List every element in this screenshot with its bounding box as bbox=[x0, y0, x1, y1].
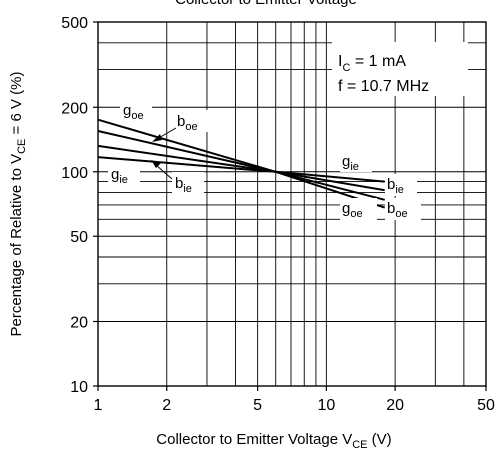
svg-text:gie: gie bbox=[342, 153, 359, 173]
x-tick-label: 5 bbox=[253, 397, 262, 414]
series-label-sub: oe bbox=[185, 121, 197, 133]
chart-title: Collector to Emitter Voltage bbox=[175, 0, 357, 8]
series-label: b bbox=[387, 200, 395, 217]
svg-text:goe: goe bbox=[342, 200, 363, 220]
series-label-boe-right: boe bbox=[385, 198, 421, 220]
label-background bbox=[385, 174, 417, 196]
condition-ic: IC = 1 mA bbox=[338, 53, 406, 74]
x-tick-label: 10 bbox=[317, 397, 335, 414]
x-axis-label: Collector to Emitter Voltage VCE (V) bbox=[156, 431, 391, 449]
series-label-sub: ie bbox=[350, 161, 359, 173]
series-label: b bbox=[177, 113, 185, 130]
y-tick-label: 20 bbox=[70, 315, 88, 332]
x-tick-label: 50 bbox=[477, 397, 495, 414]
y-tick-label: 200 bbox=[61, 100, 88, 117]
label-background bbox=[172, 172, 204, 194]
series-label-goe-left: goe bbox=[120, 100, 152, 122]
y-tick-label: 50 bbox=[70, 229, 88, 246]
svg-text:goe: goe bbox=[123, 102, 144, 122]
series-label-sub: ie bbox=[119, 174, 128, 186]
series-label-bie-right: bie bbox=[385, 174, 417, 196]
series-label-sub: ie bbox=[183, 183, 192, 195]
condition-frequency: f = 10.7 MHz bbox=[338, 78, 429, 95]
x-tick-label: 20 bbox=[386, 397, 404, 414]
y-tick-label: 500 bbox=[61, 15, 88, 32]
svg-text:bie: bie bbox=[175, 175, 192, 195]
series-label-sub: oe bbox=[350, 208, 362, 220]
label-background bbox=[385, 198, 421, 220]
series-label: b bbox=[387, 176, 395, 193]
y-axis-label: Percentage of Relative to VCE = 6 V (%) bbox=[8, 72, 28, 337]
label-background bbox=[120, 100, 152, 120]
series-label: g bbox=[342, 200, 350, 217]
series-label-sub: oe bbox=[395, 208, 407, 220]
y-tick-label: 10 bbox=[70, 379, 88, 396]
series-label-goe-right: goe bbox=[340, 198, 377, 220]
y-tick-label: 100 bbox=[61, 165, 88, 182]
series-label-sub: oe bbox=[131, 110, 143, 122]
label-background bbox=[174, 110, 210, 132]
svg-text:gie: gie bbox=[111, 166, 128, 186]
x-tick-label: 2 bbox=[162, 397, 171, 414]
series-label-bie-left: bie bbox=[151, 160, 204, 195]
series-label: g bbox=[342, 153, 350, 170]
conditions-box: IC = 1 mA f = 10.7 MHz bbox=[332, 42, 468, 96]
svg-text:boe: boe bbox=[387, 200, 408, 220]
arrow-head bbox=[152, 134, 162, 142]
series-label: g bbox=[123, 102, 131, 119]
x-tick-label: 1 bbox=[94, 397, 103, 414]
conditions-background bbox=[332, 42, 468, 96]
arrow-head bbox=[151, 160, 161, 168]
tick-labels: 1 2 5 10 20 50 10 20 50 100 200 500 bbox=[61, 15, 495, 414]
label-background bbox=[108, 164, 140, 186]
label-leader-line bbox=[155, 164, 173, 180]
axis-ticks bbox=[93, 21, 487, 391]
series-label-sub: ie bbox=[395, 184, 404, 196]
series-label: g bbox=[111, 166, 119, 183]
svg-text:bie: bie bbox=[387, 176, 404, 196]
svg-text:boe: boe bbox=[177, 113, 198, 133]
plot-frame bbox=[97, 21, 487, 387]
series-label-gie-right: gie bbox=[340, 150, 372, 173]
series-label-gie-left: gie bbox=[108, 164, 140, 186]
series-label-boe-left: boe bbox=[152, 110, 210, 142]
series-label: b bbox=[175, 175, 183, 192]
label-background bbox=[340, 198, 377, 220]
label-background bbox=[340, 150, 372, 172]
